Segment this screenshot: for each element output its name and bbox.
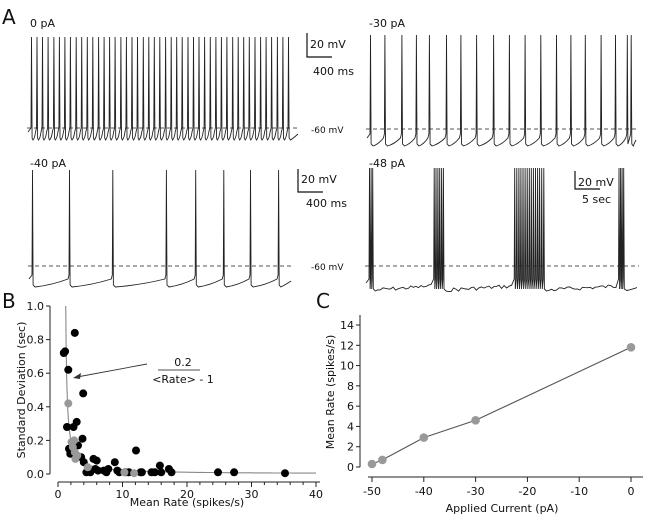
panel-b-ytick-label: 0.4 [27,401,45,414]
panel-b-xlabel: Mean Rate (spikes/s) [130,496,244,509]
data-point-black [104,465,113,473]
data-point-gray [73,451,82,460]
panel-c-xtick-label: -50 [363,485,381,498]
panel-label-b: B [2,289,16,313]
ref-label-0pa: -60 mV [311,126,344,136]
scale-bar-time-bl: 400 ms [306,197,347,210]
panel-c-xtick-label: -20 [518,485,536,498]
panel-c-ytick-label: 14 [340,319,354,332]
panel-c-ytick-label: 4 [347,420,354,433]
panel-c-xtick-label: -10 [570,485,588,498]
scale-bar-bottom-right: 20 mV 5 sec [574,171,614,206]
data-point-black [64,365,73,374]
data-point-black [63,423,71,431]
mean-rate-line [371,346,632,465]
panel-b-xtick-label: 20 [180,488,194,501]
panel-c-xlabel: Applied Current (pA) [446,502,559,515]
panel-b-ylabel: Standard Deviation (sec) [15,322,28,459]
voltage-trace [366,34,637,147]
panel-c-xtick-label: -30 [467,485,485,498]
data-point-black [150,468,159,477]
scale-bar-voltage-top: 20 mV [310,38,346,51]
data-point-black [70,328,79,337]
data-point-black [157,468,166,477]
data-point-gray [130,469,139,478]
fit-annotation: 0.2 <Rate> - 1 [73,356,214,386]
data-point-gray [120,468,129,477]
panel-b-ytick-label: 0.0 [27,468,45,481]
panel-label-c: C [316,289,330,313]
ref-label-minus40pa: -60 mV [311,263,344,273]
trace-minus48pa: -48 pA [365,157,639,293]
annotation-numerator: 0.2 [174,356,192,369]
trace-minus30pa: -30 pA [366,17,638,147]
scale-bar-top: 20 mV 400 ms [306,33,354,78]
panel-c-ytick-label: 12 [340,339,354,352]
panel-c-ytick-label: 0 [347,461,354,474]
scale-bar-time-top: 400 ms [313,65,354,78]
scale-bar-bottom-left: 20 mV 400 ms [297,169,347,210]
panel-c-ylabel: Mean Rate (spikes/s) [324,335,337,449]
data-point-black [110,458,119,467]
data-point-gray [64,399,73,408]
data-point [626,343,636,352]
data-point-gray [83,463,92,472]
panel-c-ytick-label: 8 [347,380,354,393]
data-point [378,455,387,465]
panel-c-ytick-label: 2 [347,441,354,454]
data-point-black [78,434,87,443]
data-point-black [132,446,140,455]
data-point-black [79,389,88,398]
trace-title-minus30pa: -30 pA [369,17,405,30]
panel-b-ytick-label: 0.6 [27,367,45,380]
data-point-black [92,456,101,465]
panel-c-ytick-label: 10 [340,360,354,373]
trace-title-minus40pa: -40 pA [30,157,66,170]
data-point-black [61,347,70,356]
trace-title-0pa: 0 pA [30,17,55,30]
data-point [471,416,480,425]
annotation-arrow-line [76,363,148,378]
voltage-trace [28,169,292,288]
data-point [367,459,377,469]
trace-minus40pa: -40 pA [28,157,293,288]
panel-c-ytick-label: 6 [347,400,354,413]
panel-label-a: A [2,5,16,29]
voltage-trace [365,167,638,293]
panel-b-ytick-label: 1.0 [27,300,45,313]
data-point-black [167,468,176,477]
panel-c-xtick-label: -40 [415,485,433,498]
panel-b-ytick-label: 0.8 [27,334,45,347]
data-point-black [137,468,146,477]
panel-c-xtick-label: 0 [628,485,635,498]
trace-0pa: 0 pA [27,17,300,141]
annotation-denominator: <Rate> - 1 [152,373,214,386]
data-point [419,433,429,442]
data-point-black [281,469,289,478]
panel-b-xtick-label: 10 [116,488,130,501]
panel-b-scatter: Mean Rate (spikes/s) Standard Deviation … [15,300,323,509]
data-point-black [72,417,81,426]
panel-b-xtick-label: 40 [309,488,323,501]
annotation-arrowhead [73,373,81,379]
fit-curve [65,305,316,474]
scale-bar-voltage-br: 20 mV [578,176,614,189]
panel-b-xtick-label: 30 [245,488,259,501]
data-point-gray [70,436,79,445]
data-point-black [230,468,239,477]
data-point-black [155,461,164,470]
panel-b-xtick-label: 0 [55,488,62,501]
trace-title-minus48pa: -48 pA [369,157,405,170]
panel-b-ytick-label: 0.2 [27,434,45,447]
data-point-black [214,468,222,477]
data-point-black [94,466,102,475]
scale-bar-voltage-bl: 20 mV [301,173,337,186]
voltage-trace [27,36,299,141]
panel-c-line: Applied Current (pA) Mean Rate (spikes/s… [324,315,643,515]
scale-bar-time-br: 5 sec [582,193,611,206]
